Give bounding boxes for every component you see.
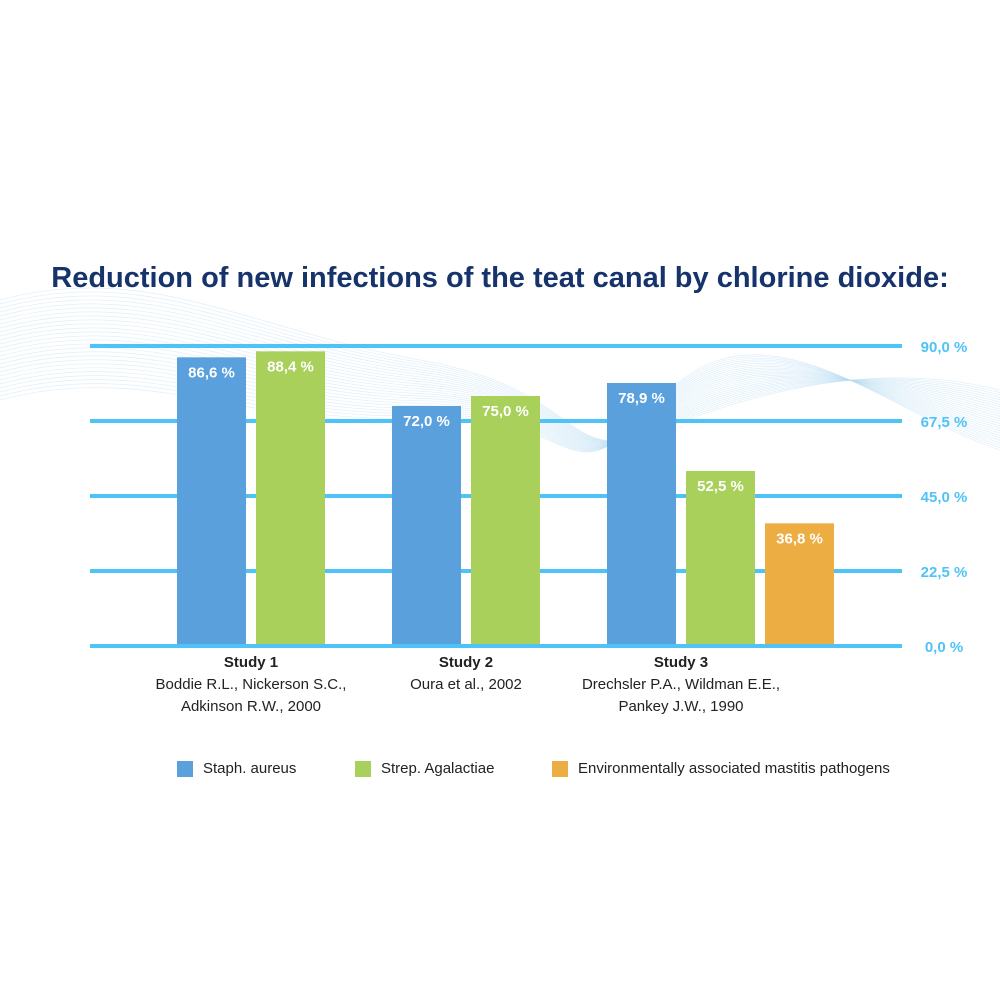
wave-line [0,323,1000,444]
legend-swatch-staph-aureus [177,760,193,777]
study-citation: Pankey J.W., 1990 [618,698,743,715]
bar [765,523,834,644]
wave-line [0,307,1000,443]
legend-label: Environmentally associated mastitis path… [578,760,890,777]
bar-value-label: 72,0 % [403,413,450,430]
wave-line [0,299,1000,442]
y-tick-label: 0,0 % [925,639,963,656]
wave-line [0,327,1000,444]
bar [686,471,755,644]
wave-line [0,291,1000,442]
legend-item-environmental-pathogens: Environmentally associated mastitis path… [552,760,890,777]
bar [607,383,676,644]
bar [177,357,246,644]
study-citation: Oura et al., 2002 [410,676,522,693]
bar [256,351,325,644]
study-labels: Study 1 Boddie R.L., Nickerson S.C., Adkin… [156,654,781,715]
bar-value-label: 86,6 % [188,364,235,381]
bar-value-labels: 86,6 % 88,4 % 72,0 % 75,0 % 78,9 % 52,5 % 36,8… [188,358,823,547]
wave-line [0,339,1000,446]
y-tick-label: 67,5 % [921,414,968,431]
wave-line [0,287,1000,442]
study-name: Study 2 [439,654,493,671]
bar [471,396,540,644]
bar-value-label: 78,9 % [618,390,665,407]
wave-line [0,303,1000,442]
wave-line [0,319,1000,444]
background-wave [0,287,1000,453]
bar-value-label: 75,0 % [482,403,529,420]
bar [392,406,461,644]
legend-swatch-environmental-pathogens [552,760,568,777]
study-name: Study 3 [654,654,708,671]
bars [177,351,834,644]
bar-value-label: 52,5 % [697,478,744,495]
legend-item-staph-aureus: Staph. aureus [177,760,296,777]
legend-label: Staph. aureus [203,760,297,777]
y-tick-labels: 0,0 % 22,5 % 45,0 % 67,5 % 90,0 % [921,339,968,656]
study-citation: Adkinson R.W., 2000 [181,698,321,715]
bar-value-label: 36,8 % [776,530,823,547]
legend-label: Strep. Agalactiae [381,760,495,777]
wave-line [0,343,1000,446]
study-citation: Boddie R.L., Nickerson S.C., [156,676,347,693]
bar-value-label: 88,4 % [267,358,314,375]
legend-swatch-strep-agalactiae [355,760,371,777]
y-tick-label: 22,5 % [921,564,968,581]
legend: Staph. aureus Strep. Agalactiae Environm… [0,760,1000,784]
wave-line [0,331,1000,445]
y-tick-label: 90,0 % [921,339,968,356]
wave-line [0,295,1000,442]
y-tick-label: 45,0 % [921,489,968,506]
chart-title: Reduction of new infections of the teat … [51,262,949,294]
wave-line [0,315,1000,443]
study-name: Study 1 [224,654,278,671]
legend-item-strep-agalactiae: Strep. Agalactiae [355,760,494,777]
study-citation: Drechsler P.A., Wildman E.E., [582,676,780,693]
